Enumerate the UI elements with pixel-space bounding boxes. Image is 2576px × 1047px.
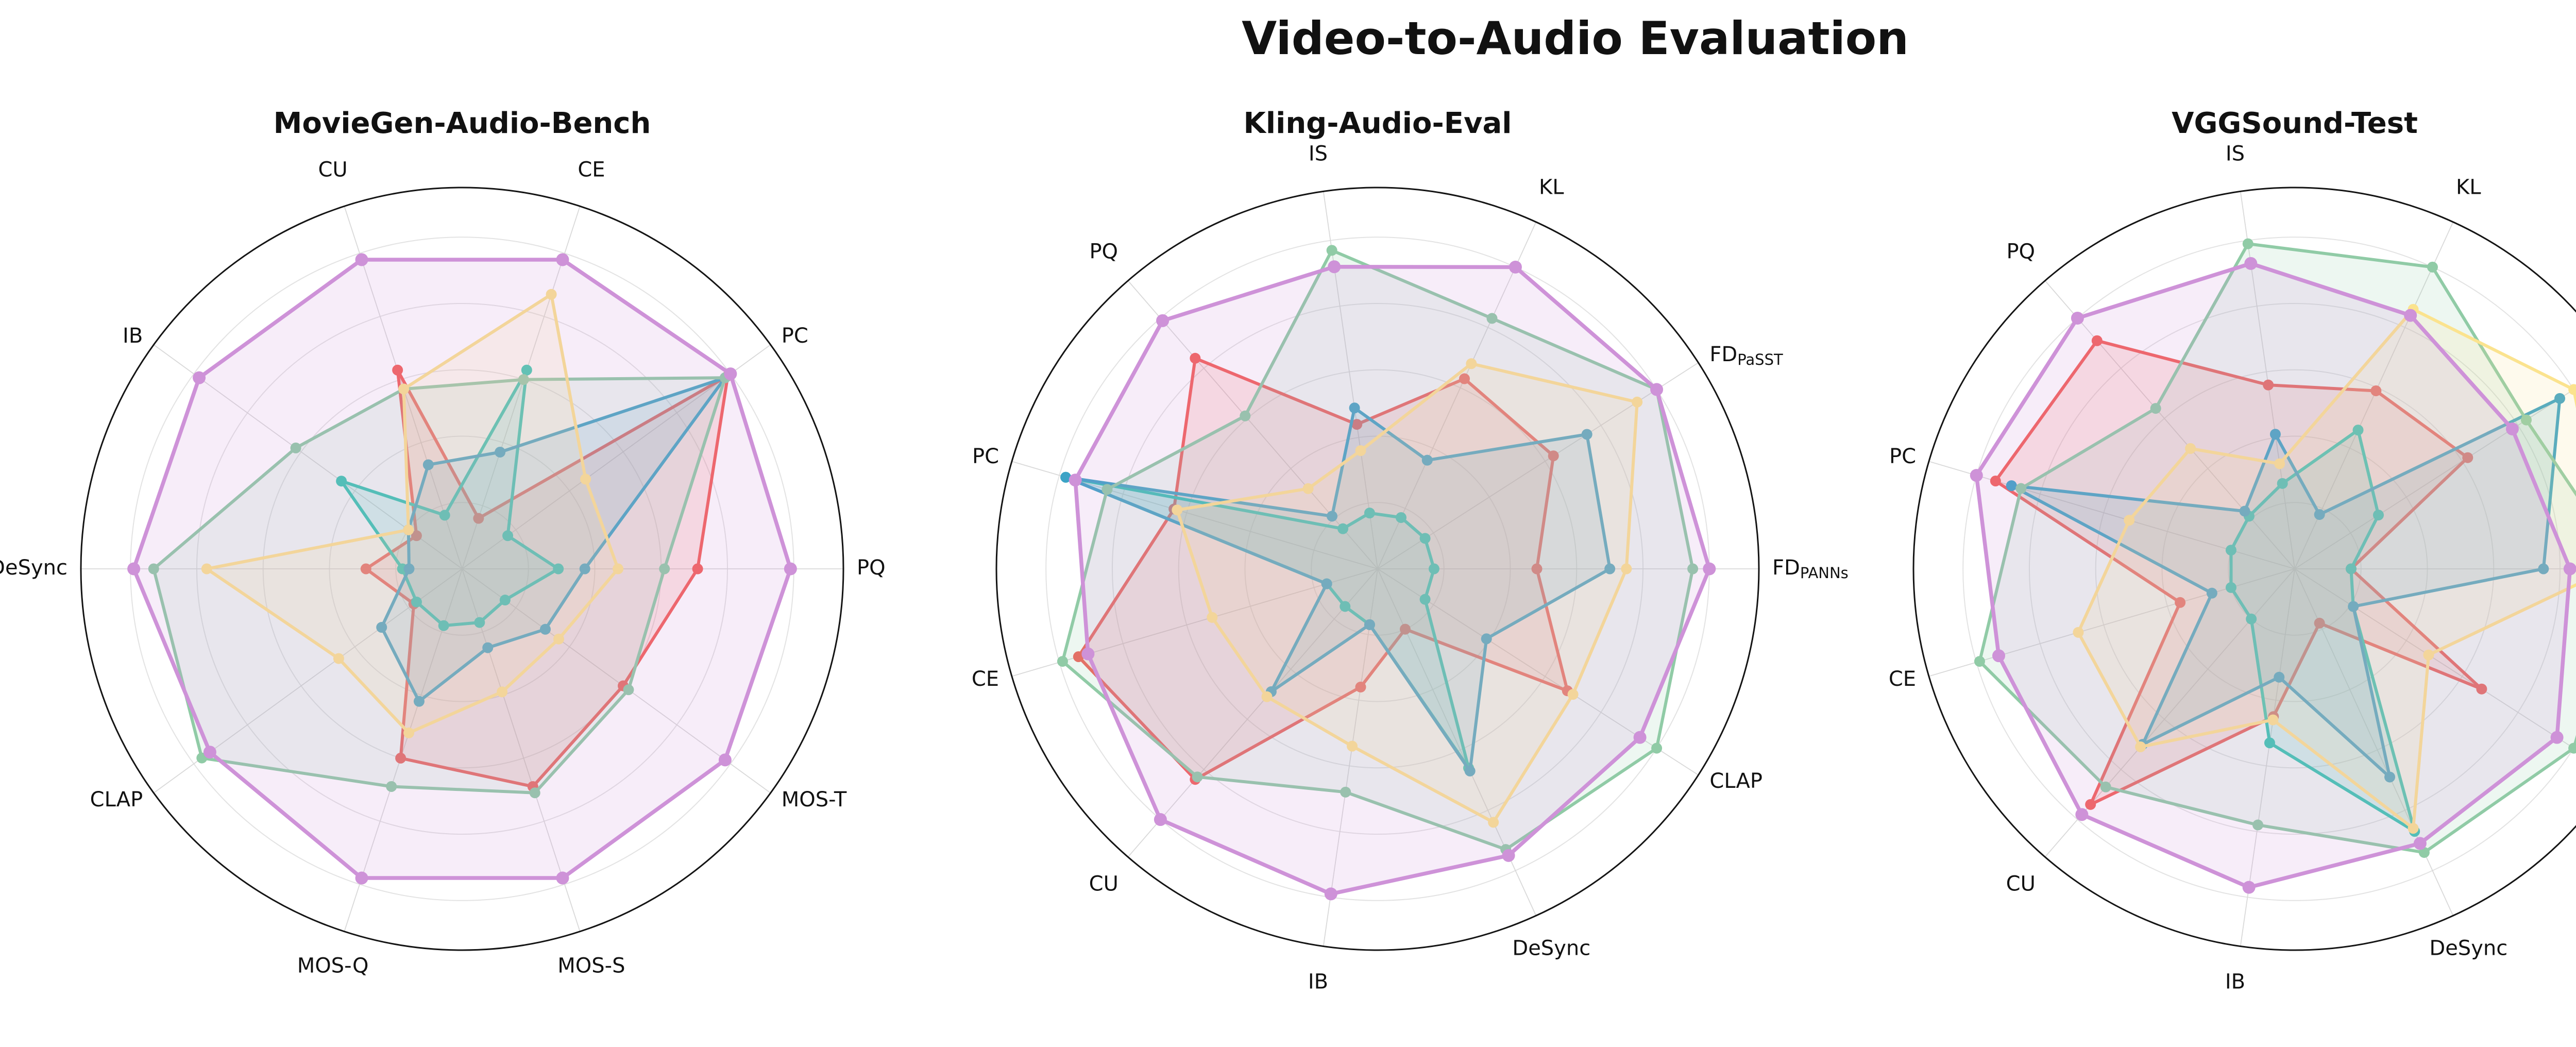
series-point — [1634, 731, 1647, 744]
axis-label-PC: PC — [782, 324, 808, 348]
series-point — [724, 367, 737, 380]
axis-label-IB: IB — [123, 324, 143, 348]
series-point — [127, 563, 140, 576]
series-point — [1081, 648, 1094, 661]
series-point — [719, 753, 732, 766]
series-point — [2506, 423, 2519, 435]
series-point — [1325, 887, 1337, 900]
series-point — [355, 872, 368, 885]
series-point — [1502, 849, 1515, 862]
axis-label-FDPaSST: FDPaSST — [1709, 343, 1783, 368]
series-point — [2075, 808, 2088, 821]
axis-label-IS: IS — [1309, 142, 1328, 165]
series-point — [1327, 245, 1337, 256]
series-point — [556, 253, 569, 266]
axis-label-PQ: PQ — [1089, 240, 1118, 263]
axis-label-IB: IB — [2225, 970, 2245, 994]
series-point — [2071, 312, 2084, 325]
series-point — [193, 371, 206, 384]
series-point — [2427, 262, 2438, 273]
axis-label-CLAP: CLAP — [1709, 769, 1762, 793]
axis-label-PC: PC — [972, 445, 999, 468]
axis-label-MOS-Q: MOS-Q — [297, 954, 369, 977]
series-point — [2414, 837, 2427, 850]
series-point — [355, 253, 368, 266]
chart-title: VGGSound-Test — [2172, 107, 2418, 140]
series-point — [1509, 261, 1522, 274]
chart-title: Kling-Audio-Eval — [1244, 107, 1512, 140]
figure-title: Video-to-Audio Evaluation — [1242, 12, 1909, 65]
series-point — [2243, 881, 2256, 894]
series-polygon-HunyuanVideo-Foley (ours) — [134, 260, 791, 878]
axis-label-PC: PC — [1889, 445, 1916, 468]
axis-label-KL: KL — [2456, 175, 2481, 199]
series-point — [1650, 383, 1663, 396]
series-point — [2564, 563, 2576, 576]
radar-chart-1: Kling-Audio-Eval FDPANNs FDPaSST KL IS PQ PC CE… — [972, 107, 1849, 994]
axis-label-CU: CU — [318, 158, 347, 182]
chart-title: MovieGen-Audio-Bench — [274, 107, 651, 140]
series-point — [1154, 813, 1167, 826]
series-point — [2243, 239, 2253, 249]
series-point — [784, 563, 797, 576]
series-point — [1156, 314, 1169, 327]
axis-label-DeSync: DeSync — [2429, 937, 2507, 960]
axis-label-DeSync: DeSync — [0, 556, 67, 580]
series-point — [2551, 731, 2564, 744]
axis-label-DeSync: DeSync — [1512, 937, 1590, 960]
axis-label-PQ: PQ — [2006, 240, 2035, 263]
series-point — [1974, 656, 1985, 667]
series-point — [1057, 656, 1068, 667]
axis-label-MOS-T: MOS-T — [782, 788, 847, 812]
series-point — [1970, 469, 1983, 482]
series-polygon-HunyuanVideo-Foley (ours) — [1075, 267, 1709, 894]
axis-label-IS: IS — [2226, 142, 2245, 165]
series-point — [1069, 474, 1082, 486]
series-point — [1703, 563, 1716, 576]
series-point — [1651, 743, 1662, 754]
series-point — [204, 746, 216, 758]
radar-chart-0: MovieGen-Audio-Bench PQ PC CE CU IB DeSync CLAP… — [0, 107, 886, 977]
series-point — [556, 872, 569, 885]
axis-label-FDPANNs: FDPANNs — [1772, 556, 1849, 582]
radar-chart-2: VGGSound-TestFDPANNsFDPaSSTKLISPQPCCECUI… — [1889, 107, 2576, 994]
series-point — [1328, 260, 1341, 273]
axis-label-MOS-S: MOS-S — [557, 954, 625, 977]
axis-label-CE: CE — [1889, 667, 1916, 691]
series-point — [2404, 309, 2417, 322]
axis-label-KL: KL — [1539, 175, 1564, 199]
axis-label-CE: CE — [578, 158, 605, 182]
axis-label-CU: CU — [1089, 872, 1118, 896]
axis-label-CLAP: CLAP — [90, 788, 143, 812]
axis-label-CE: CE — [972, 667, 999, 691]
axis-label-CU: CU — [2006, 872, 2036, 896]
series-point — [1992, 649, 2005, 662]
axis-label-IB: IB — [1308, 970, 1328, 994]
axis-label-PQ: PQ — [857, 556, 886, 580]
series-point — [2244, 257, 2257, 270]
